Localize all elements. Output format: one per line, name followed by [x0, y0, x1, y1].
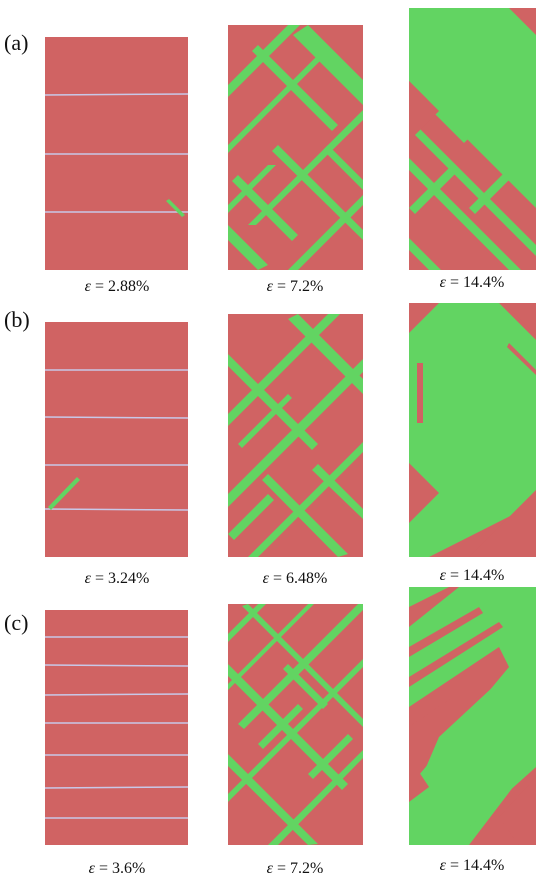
caption-c-1: ε = 3.6%: [88, 860, 146, 877]
caption-c-3: ε = 14.4%: [439, 857, 505, 874]
panel-a-2: [228, 25, 363, 270]
panel-b-2-structure: [228, 314, 363, 557]
panel-c-1-structure: [45, 636, 188, 819]
caption-a-3: ε = 14.4%: [439, 274, 505, 291]
panel-c-2-structure: [228, 604, 363, 845]
panel-c-2: [228, 604, 363, 845]
panel-b-3: [409, 303, 536, 557]
panel-a-2-structure: [228, 25, 363, 270]
panel-c-3-structure: [409, 587, 536, 845]
panel-a-1-structure: [45, 93, 188, 217]
row-label-b: (b): [4, 307, 30, 332]
caption-a-2: ε = 7.2%: [266, 278, 324, 295]
panel-a-3-structure: [409, 8, 536, 270]
row-label-c: (c): [4, 610, 29, 635]
caption-c-2: ε = 7.2%: [266, 860, 324, 877]
caption-b-1: ε = 3.24%: [84, 570, 150, 587]
panel-c-1: [45, 610, 188, 845]
caption-b-3: ε = 14.4%: [439, 567, 505, 584]
panel-c-3: [409, 587, 536, 845]
panel-a-3: [409, 8, 536, 270]
panel-b-3-structure: [409, 303, 536, 557]
panel-a-1: [45, 37, 188, 270]
row-label-a: (a): [4, 30, 29, 55]
caption-b-2: ε = 6.48%: [262, 570, 328, 587]
panel-b-1-structure: [45, 369, 188, 511]
caption-a-1: ε = 2.88%: [84, 278, 150, 295]
panel-b-2: [228, 314, 363, 557]
panel-b-1: [45, 322, 188, 557]
